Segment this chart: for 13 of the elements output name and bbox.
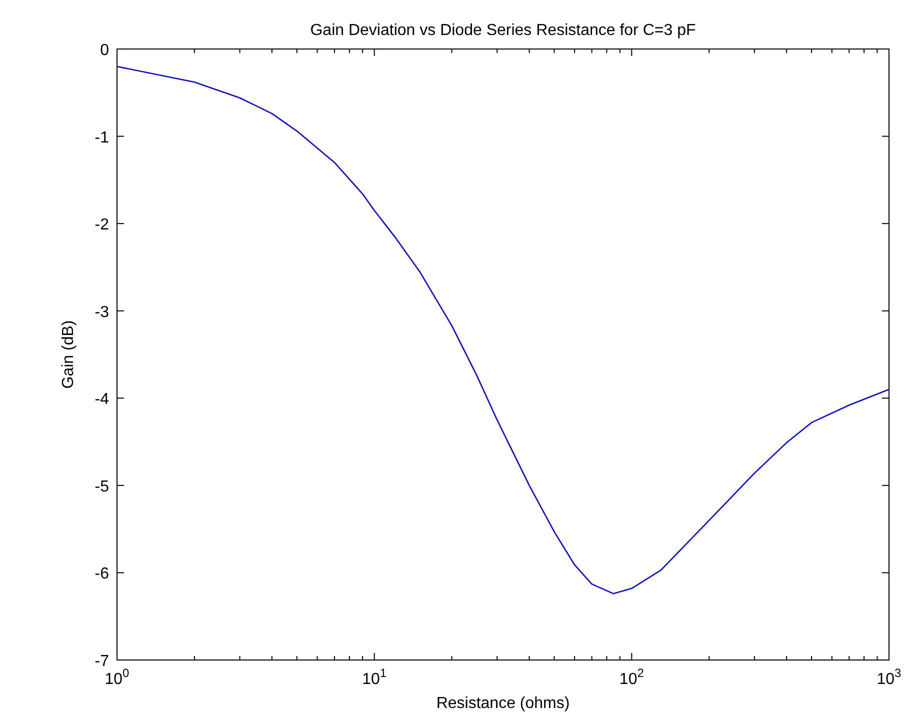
y-tick-label: -4: [94, 391, 110, 408]
y-tick-label: 0: [100, 42, 110, 59]
x-tick-label: 10$^{3}$: [876, 666, 902, 688]
y-axis-title: Gain (dB): [60, 320, 77, 389]
x-tick-label: 10$^{1}$: [362, 666, 387, 688]
y-tick-label: -6: [94, 566, 110, 583]
y-tick-label: -1: [94, 129, 110, 146]
y-tick-label: -2: [94, 216, 110, 234]
x-tick-label: 10$^{2}$: [619, 666, 644, 688]
x-axis-title: Resistance (ohms): [436, 695, 570, 712]
y-tick-label: -5: [94, 478, 110, 496]
chart-title: Gain Deviation vs Diode Series Resistance for C=3 pF: [310, 22, 696, 39]
y-tick-label: -3: [94, 304, 110, 321]
